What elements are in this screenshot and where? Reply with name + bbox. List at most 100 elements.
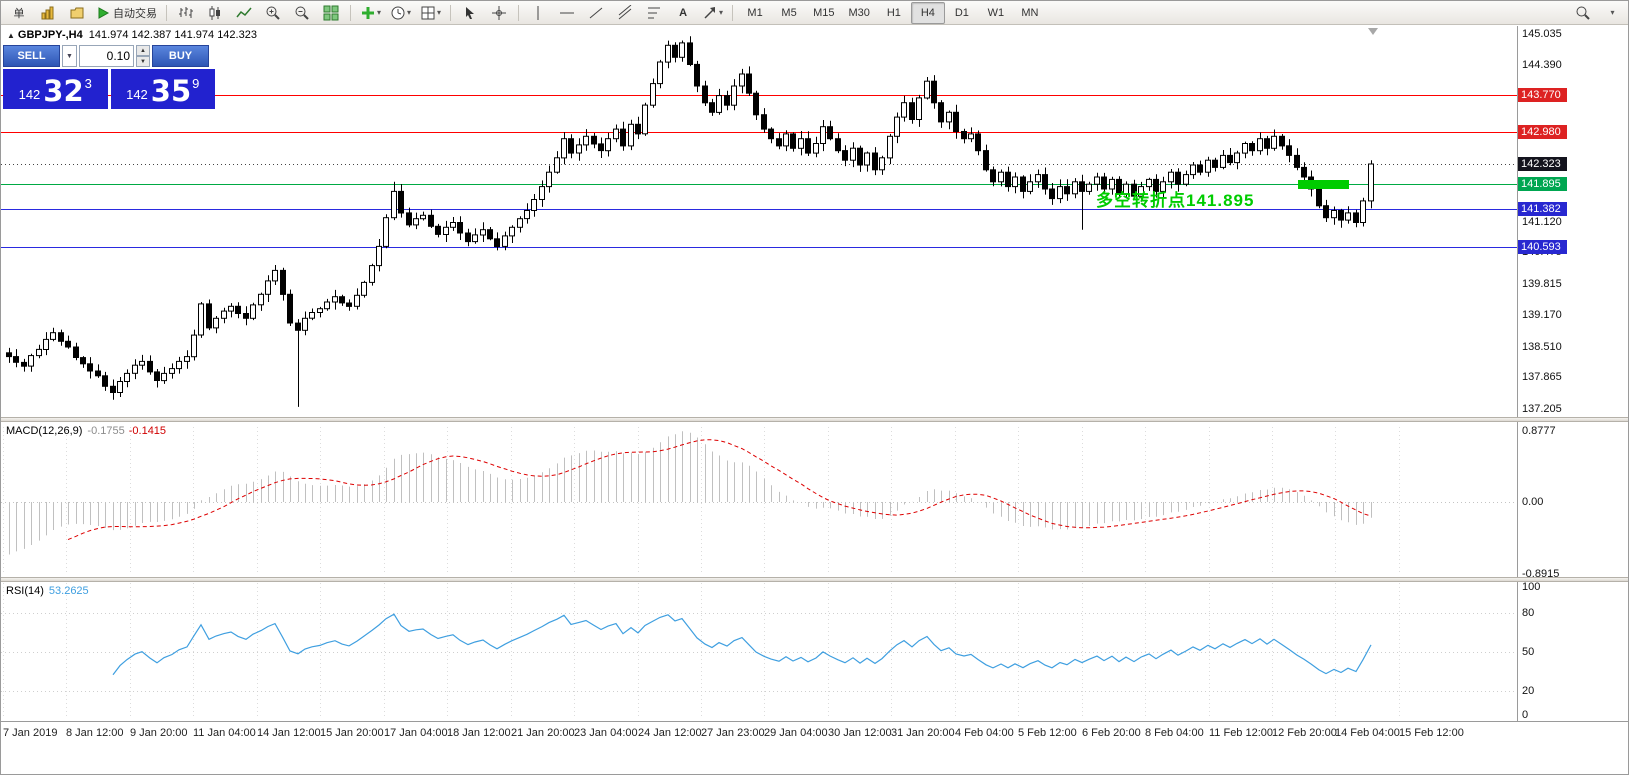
macd-axis-label: 0.00 [1522,496,1544,508]
rsi-axis-label: 50 [1522,646,1535,658]
candles-layer [6,36,1374,407]
macd-name: MACD(12,26,9) [6,425,83,437]
panel-splitter-rsi[interactable] [1,577,1628,582]
buy-quote-box[interactable]: 142 35 9 [110,69,215,109]
time-label: 17 Jan 04:00 [384,727,448,739]
time-axis[interactable]: 7 Jan 2019 8 Jan 12:00 9 Jan 20:00 11 Jan 0… [1,725,1517,745]
volume-dropdown-button[interactable]: ▼ [62,45,77,67]
volume-input[interactable] [79,45,134,67]
zoom-in-button[interactable] [259,2,287,24]
price-level-box-pivot: 141.895 [1518,177,1567,191]
time-label: 12 Feb 20:00 [1272,727,1337,739]
macd-label: MACD(12,26,9) -0.1755 -0.1415 [6,425,166,437]
symbol-marker-icon: ▲ [7,31,15,40]
crosshair-button[interactable] [485,2,513,24]
buy-price-sup: 9 [192,76,200,91]
sell-quote-box[interactable]: 142 32 3 [3,69,108,109]
new-chart-icon[interactable] [34,2,62,24]
new-order-button[interactable]: 单 [5,2,33,24]
timeframe-h4[interactable]: H4 [910,1,945,24]
time-label: 21 Jan 20:00 [511,727,575,739]
timeframe-h1[interactable]: H1 [886,6,901,19]
panel-splitter-macd[interactable] [1,417,1628,422]
arrows-button[interactable]: ▾ [698,2,727,24]
sell-button[interactable]: SELL [3,45,60,67]
price-level-box-bid: 142.323 [1518,157,1567,171]
time-label: 30 Jan 12:00 [828,727,892,739]
timeframe-m1[interactable]: M1 [747,6,763,19]
one-click-trading-panel: SELL ▼ ▲ ▼ BUY 142 32 3 142 35 9 [3,45,215,109]
rsi-value: 53.2625 [48,585,89,597]
macd-axis-label: 0.8777 [1522,425,1556,437]
pivot-annotation-bar [1298,180,1349,189]
price-axis-label: 141.120 [1522,216,1562,228]
price-level-box-support-lower: 140.593 [1518,240,1567,254]
separator [450,4,452,21]
timeframe-w1[interactable]: W1 [987,6,1005,19]
autotrading-button[interactable]: 自动交易 [92,2,161,24]
timeframe-m5[interactable]: M5 [781,6,797,19]
chart-shift-marker [1368,28,1378,35]
time-label: 27 Jan 23:00 [701,727,765,739]
time-label: 18 Jan 12:00 [447,727,511,739]
timeframe-d1[interactable]: D1 [954,6,969,19]
volume-decrease-button[interactable]: ▼ [136,56,150,67]
time-label: 9 Jan 20:00 [130,727,188,739]
text-button[interactable]: A [669,2,697,24]
tile-windows-button[interactable] [317,2,345,24]
rsi-name: RSI(14) [6,585,44,597]
time-label: 15 Jan 20:00 [320,727,384,739]
trendline-button[interactable] [582,2,610,24]
vertical-line-button[interactable] [524,2,552,24]
time-label: 6 Feb 20:00 [1082,727,1141,739]
horizontal-line-button[interactable] [553,2,581,24]
time-label: 15 Feb 12:00 [1399,727,1464,739]
rsi-axis-label: 80 [1522,607,1535,619]
price-axis-label: 138.510 [1522,341,1562,353]
pivot-annotation-text: 多空转折点141.895 [1096,191,1255,210]
timeframe-m30[interactable]: M30 [848,6,870,19]
price-axis-label: 137.865 [1522,371,1562,383]
templates-button[interactable]: ▾ [416,2,445,24]
volume-stepper: ▲ ▼ [136,45,150,67]
time-label: 7 Jan 2019 [3,727,58,739]
time-label: 14 Jan 12:00 [257,727,321,739]
search-button[interactable] [1569,2,1597,24]
periods-button[interactable]: ▾ [386,2,415,24]
buy-button[interactable]: BUY [152,45,209,67]
time-label: 8 Jan 12:00 [66,727,124,739]
autotrading-label: 自动交易 [113,7,157,20]
indicators-button[interactable]: ▾ [356,2,385,24]
price-axis-label: 139.170 [1522,309,1562,321]
time-label: 8 Feb 04:00 [1145,727,1204,739]
dropdown-caret-icon: ▾ [719,8,724,17]
price-axis-label: 137.205 [1522,403,1562,415]
timeframe-m15[interactable]: M15 [813,6,835,19]
chart-header: ▲ GBPJPY-,H4 141.974 142.387 141.974 142.3… [7,29,257,41]
buy-price-big: 35 [150,74,192,108]
time-label: 14 Feb 04:00 [1335,727,1400,739]
fibonacci-button[interactable] [640,2,668,24]
price-level-box-resistance-lower: 142.980 [1518,125,1567,139]
price-level-box-support-upper: 141.382 [1518,202,1567,216]
candlestick-chart-button[interactable] [201,2,229,24]
time-label: 23 Jan 04:00 [574,727,638,739]
toolbar-overflow-button[interactable]: ▾ [1598,2,1626,24]
time-label: 5 Feb 12:00 [1018,727,1077,739]
timeframe-mn[interactable]: MN [1021,6,1039,19]
cursor-button[interactable] [456,2,484,24]
chevron-down-icon: ▼ [66,52,73,60]
separator [518,4,520,21]
dropdown-caret-icon: ▾ [1610,8,1615,17]
volume-increase-button[interactable]: ▲ [136,45,150,56]
zoom-out-button[interactable] [288,2,316,24]
time-label: 11 Feb 12:00 [1209,727,1274,739]
profiles-icon[interactable] [63,2,91,24]
bar-chart-button[interactable] [172,2,200,24]
time-label: 31 Jan 20:00 [891,727,955,739]
channel-button[interactable] [611,2,639,24]
line-chart-button[interactable] [230,2,258,24]
separator [732,4,734,21]
